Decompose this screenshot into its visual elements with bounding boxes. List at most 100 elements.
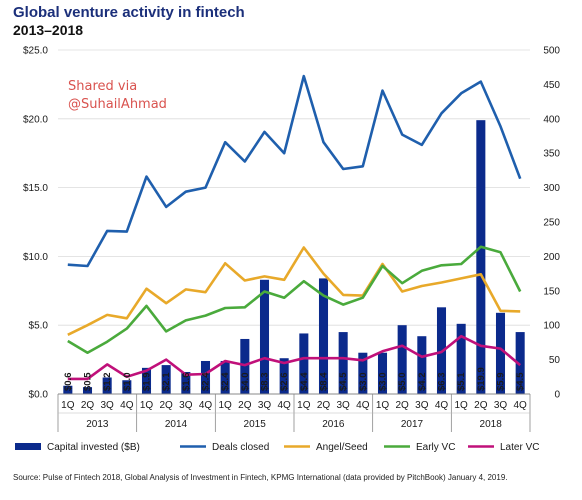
- x-axis: 1Q 2Q 3Q 4Q 1Q 2Q 3Q 4Q 1Q 2Q 3Q 4Q 1Q 2Q 3Q 4Q 1Q 2Q 3Q 4Q…: [57, 393, 531, 432]
- bar-value-label: $2.6: [279, 373, 290, 392]
- right-tick-label: 200: [543, 252, 560, 263]
- quarter-label: 2Q: [159, 400, 173, 411]
- left-axis: $0.0 $5.0 $10.0 $15.0 $20.0 $25.0: [23, 46, 48, 401]
- bar-value-label: $3.0: [378, 373, 389, 392]
- capital-bar: [102, 377, 112, 394]
- bar-value-label: $4.5: [515, 372, 526, 391]
- bar-value-label: $2.4: [220, 372, 231, 391]
- quarter-label: 2Q: [81, 400, 95, 411]
- bar-value-label: $4.5: [338, 372, 349, 391]
- legend-label: Later VC: [500, 442, 539, 453]
- left-tick-label: $20.0: [23, 114, 48, 125]
- right-tick-label: 250: [543, 218, 560, 229]
- capital-bar: [141, 367, 152, 394]
- quarter-label: 4Q: [199, 400, 213, 411]
- bar-value-label: $6.3: [437, 373, 448, 392]
- bar-value-label: $0.6: [63, 373, 74, 392]
- bar-value-label: $2.1: [161, 372, 172, 391]
- right-tick-label: 400: [543, 114, 560, 125]
- legend-swatch-bar: [15, 443, 41, 450]
- left-tick-label: $25.0: [23, 46, 48, 57]
- capital-bar: [299, 333, 309, 394]
- bar-labels: $0.6 $0.5 $1.2 $1.0 $1.9 $2.1 $1.6 $2.4 $2.4 $4.0…: [63, 367, 526, 391]
- series-line-early: [67, 245, 522, 355]
- legend-label: Deals closed: [212, 442, 269, 453]
- capital-bar: [181, 371, 191, 394]
- capital-bar: [515, 332, 525, 394]
- bar-value-label: $4.0: [240, 373, 251, 392]
- bar-value-label: $8.3: [260, 373, 271, 392]
- watermark-line-2: @SuhailAhmad: [68, 97, 167, 112]
- quarter-label: 1Q: [376, 400, 390, 411]
- capital-bar: [377, 352, 388, 394]
- quarter-label: 4Q: [513, 400, 527, 411]
- capital-bar: [318, 278, 329, 394]
- left-tick-label: $0.0: [29, 390, 49, 401]
- capital-bar: [200, 360, 211, 394]
- bar-value-label: $2.4: [201, 372, 212, 391]
- year-label: 2013: [86, 419, 109, 430]
- left-tick-label: $10.0: [23, 252, 48, 263]
- capital-bar: [456, 323, 466, 394]
- capital-bar: [338, 332, 348, 394]
- bar-value-label: $1.6: [181, 373, 192, 392]
- bar-value-label: $5.9: [496, 373, 507, 392]
- right-tick-label: 500: [543, 46, 560, 57]
- capital-bar: [476, 120, 486, 395]
- left-tick-label: $5.0: [29, 321, 49, 332]
- capital-bar: [122, 380, 132, 394]
- quarter-label: 1Q: [454, 400, 468, 411]
- capital-bars: [63, 120, 525, 395]
- quarter-label: 3Q: [494, 400, 508, 411]
- capital-bar: [417, 336, 427, 394]
- quarter-label: 1Q: [61, 400, 75, 411]
- series-line-deals: [67, 74, 522, 268]
- right-tick-label: 300: [543, 183, 560, 194]
- quarter-label: 3Q: [258, 400, 272, 411]
- series-line-angel: [67, 246, 521, 336]
- quarter-label: 1Q: [140, 400, 154, 411]
- legend-label: Capital invested ($B): [47, 442, 140, 453]
- capital-bar: [259, 279, 270, 394]
- right-tick-label: 450: [543, 80, 560, 91]
- quarter-label: 4Q: [120, 400, 134, 411]
- quarter-label: 2Q: [395, 400, 409, 411]
- quarter-label: 1Q: [297, 400, 311, 411]
- capital-bar: [279, 358, 289, 394]
- year-label: 2016: [322, 419, 345, 430]
- right-tick-label: 350: [543, 149, 560, 160]
- year-label: 2017: [401, 419, 424, 430]
- right-axis: 0 50 100 150 200 250 300 350 400 450 500: [543, 46, 560, 401]
- capital-bar: [220, 360, 230, 394]
- quarter-label: 1Q: [218, 400, 232, 411]
- legend-label: Angel/Seed: [316, 442, 368, 453]
- bar-value-label: $1.9: [142, 373, 153, 392]
- bar-value-label: $0.5: [83, 372, 94, 391]
- year-label: 2015: [244, 419, 267, 430]
- series-line-later: [67, 334, 522, 381]
- bar-value-label: $1.2: [102, 373, 113, 392]
- chart-title: Global venture activity in fintech: [13, 4, 245, 21]
- left-tick-label: $15.0: [23, 183, 48, 194]
- bar-value-label: $5.0: [397, 373, 408, 392]
- capital-bar: [63, 385, 73, 394]
- chart-subtitle: 2013–2018: [13, 22, 84, 38]
- bar-value-label: $1.0: [122, 373, 133, 392]
- quarter-label: 3Q: [336, 400, 350, 411]
- capital-bar: [397, 325, 407, 394]
- quarter-label: 4Q: [356, 400, 370, 411]
- right-tick-label: 100: [543, 321, 560, 332]
- right-tick-label: 0: [554, 390, 560, 401]
- watermark-line-1: Shared via: [68, 79, 138, 94]
- series-lines: [67, 74, 522, 381]
- bar-value-label: $19.9: [476, 367, 487, 391]
- right-tick-label: 50: [549, 355, 561, 366]
- quarter-label: 3Q: [415, 400, 429, 411]
- quarter-label: 4Q: [435, 400, 449, 411]
- quarter-label: 3Q: [179, 400, 193, 411]
- right-tick-label: 150: [543, 286, 560, 297]
- quarter-label: 4Q: [277, 400, 291, 411]
- capital-bar: [358, 352, 368, 394]
- quarter-label: 3Q: [100, 400, 114, 411]
- quarter-label: 2Q: [317, 400, 331, 411]
